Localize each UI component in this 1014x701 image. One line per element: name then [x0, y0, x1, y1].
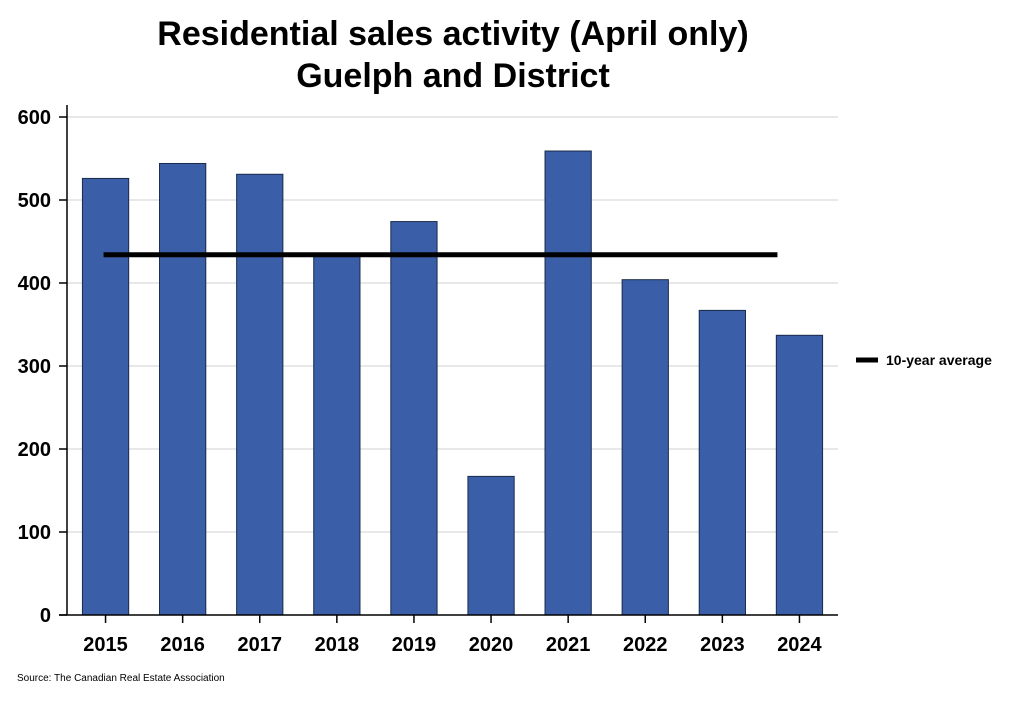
- axes: [59, 105, 838, 623]
- y-tick-label-200: 200: [18, 439, 51, 461]
- x-tick-label-2020: 2020: [469, 634, 514, 656]
- legend: 10-year average: [856, 352, 992, 368]
- bar-2020: [467, 475, 515, 616]
- bar-2024: [775, 334, 824, 616]
- x-tick-label-2019: 2019: [392, 634, 437, 656]
- bars: [81, 150, 824, 616]
- bar-2023: [698, 309, 746, 616]
- y-tick-label-400: 400: [18, 273, 51, 295]
- bar-2018: [313, 254, 361, 616]
- bar-2015: [81, 177, 130, 616]
- y-tick-label-100: 100: [18, 522, 51, 544]
- x-tick-label-2023: 2023: [700, 634, 745, 656]
- x-tick-label-2017: 2017: [238, 634, 283, 656]
- y-tick-label-500: 500: [18, 190, 51, 212]
- x-tick-label-2015: 2015: [83, 634, 128, 656]
- x-tick-label-2018: 2018: [315, 634, 360, 656]
- bar-2016: [159, 162, 207, 616]
- x-tick-label-2022: 2022: [623, 634, 668, 656]
- bar-2021: [544, 150, 592, 616]
- chart-title-line-1: Residential sales activity (April only): [157, 15, 748, 53]
- y-tick-labels: 0 100 200 300 400 500 600: [18, 107, 51, 627]
- y-tick-label-300: 300: [18, 356, 51, 378]
- x-tick-label-2021: 2021: [546, 634, 591, 656]
- source-note: Source: The Canadian Real Estate Associa…: [17, 673, 225, 684]
- bar-2019: [390, 221, 438, 616]
- chart-title-line-2: Guelph and District: [296, 57, 610, 95]
- legend-label-average: 10-year average: [886, 352, 992, 368]
- bar-2017: [236, 173, 284, 616]
- bar-2022: [621, 279, 669, 616]
- x-tick-labels: 2015 2016 2017 2018 2019 2020 2021 2022 2023 2024: [83, 634, 822, 656]
- x-tick-label-2024: 2024: [777, 634, 822, 656]
- y-tick-label-0: 0: [40, 605, 51, 627]
- y-tick-label-600: 600: [18, 107, 51, 129]
- x-tick-label-2016: 2016: [160, 634, 205, 656]
